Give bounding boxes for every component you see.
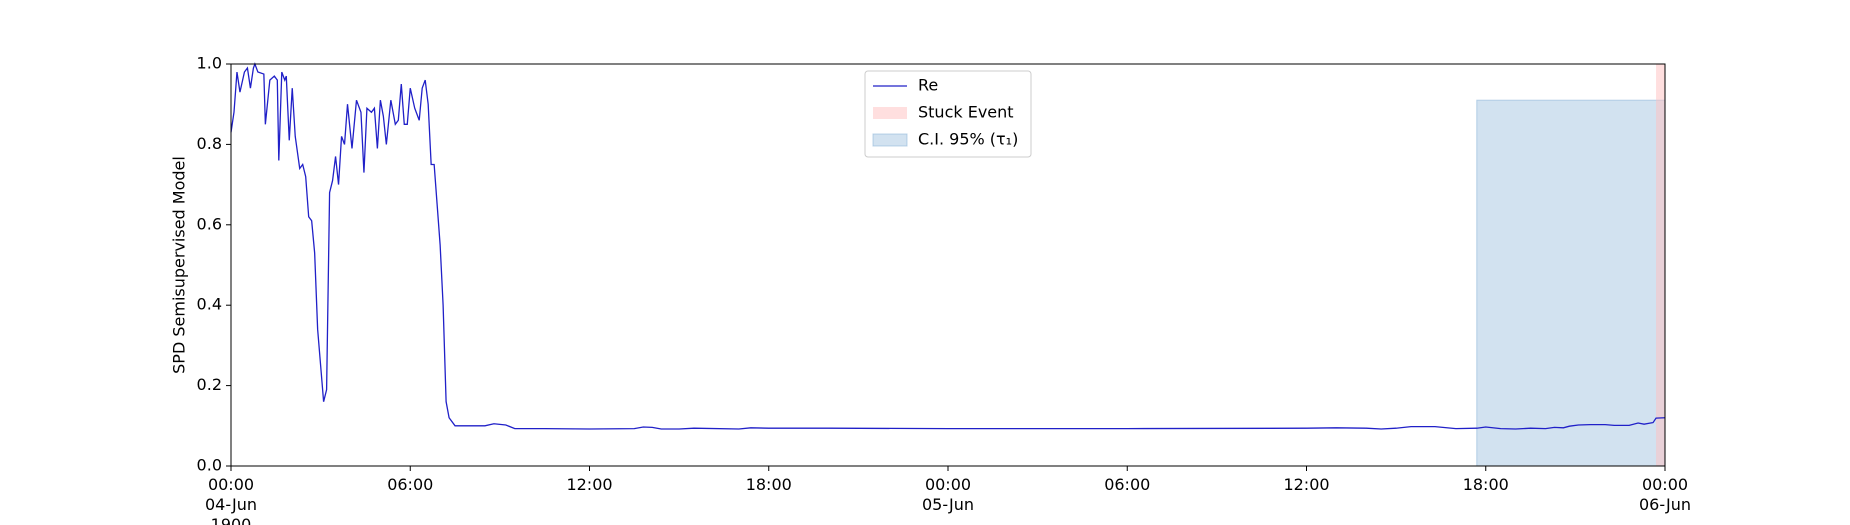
x-tick-label-line: 12:00	[1283, 475, 1329, 494]
y-tick-label: 0.0	[197, 456, 222, 475]
y-tick-label: 0.8	[197, 134, 222, 153]
x-tick-label-line: 1900	[211, 515, 252, 525]
x-tick-label: 00:00 05-Jun	[922, 475, 974, 514]
x-tick-label-line: 05-Jun	[922, 495, 974, 514]
y-axis-label: SPD Semisupervised Model	[170, 156, 189, 374]
x-tick-label-line: 06:00	[387, 475, 433, 494]
x-tick-label-line: 12:00	[566, 475, 612, 494]
x-tick-label: 18:00	[1463, 475, 1509, 494]
x-tick-label: 18:00	[746, 475, 792, 494]
x-tick-label: 06:00	[387, 475, 433, 494]
x-tick-label: 00:00 06-Jun	[1639, 475, 1691, 514]
x-tick-label: 12:00	[1283, 475, 1329, 494]
legend-label: Stuck Event	[918, 103, 1014, 122]
legend-label: C.I. 95% (τ₁)	[918, 130, 1018, 149]
x-tick-label-line: 00:00	[925, 475, 971, 494]
ci-span	[1476, 99, 1666, 467]
x-tick-label-line: 06-Jun	[1639, 495, 1691, 514]
x-tick-label: 06:00	[1104, 475, 1150, 494]
stuck-span	[1656, 64, 1665, 466]
y-tick-label: 0.2	[197, 375, 222, 394]
x-tick-label-line: 18:00	[1463, 475, 1509, 494]
y-tick-label: 0.4	[197, 295, 222, 314]
x-tick-label-line: 18:00	[746, 475, 792, 494]
legend-swatch	[873, 107, 907, 119]
x-tick-label-line: 04-Jun	[205, 495, 257, 514]
x-tick-label-line: 00:00	[208, 475, 254, 494]
x-tick-label-line: 00:00	[1642, 475, 1688, 494]
legend-swatch	[872, 133, 908, 147]
x-tick-label: 12:00	[566, 475, 612, 494]
x-tick-label-line: 06:00	[1104, 475, 1150, 494]
data-line	[230, 62, 1666, 430]
y-tick-label: 0.6	[197, 214, 222, 233]
x-tick-label: 00:00 04-Jun 1900	[205, 475, 257, 525]
y-tick-label: 1.0	[197, 54, 222, 73]
legend-label: Re	[918, 76, 938, 95]
